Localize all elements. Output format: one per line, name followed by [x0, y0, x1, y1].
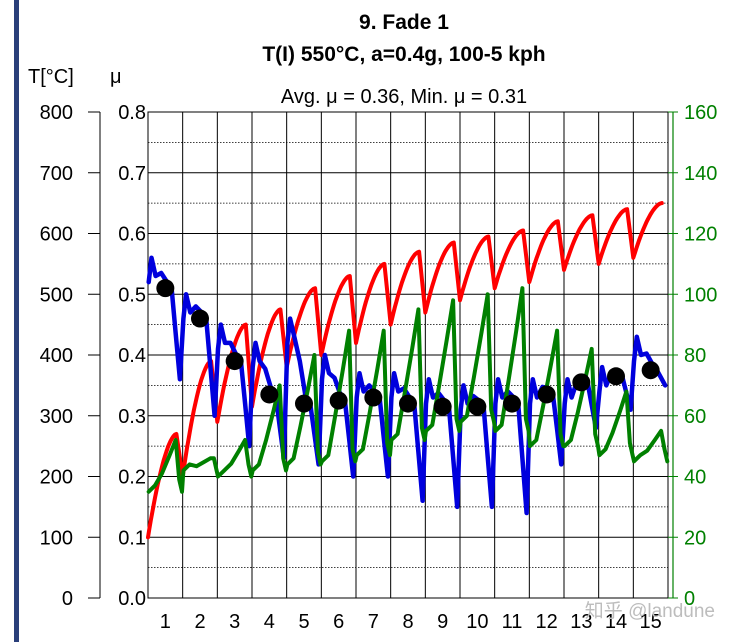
avg-mu-marker [364, 388, 383, 407]
x-tick-label: 4 [264, 611, 275, 633]
right-tick-label: 60 [684, 406, 706, 428]
temperature-tick-label: 800 [40, 102, 73, 124]
temperature-tick-label: 400 [40, 345, 73, 367]
mu-tick-label: 0.3 [118, 406, 146, 428]
right-tick-label: 160 [684, 102, 717, 124]
temperature-tick-label: 500 [40, 284, 73, 306]
x-tick-label: 8 [402, 611, 413, 633]
x-tick-label: 14 [605, 611, 627, 633]
x-tick-label: 12 [536, 611, 558, 633]
temperature-tick-label: 600 [40, 224, 73, 246]
temperature-tick-label: 0 [62, 588, 73, 610]
mu-tick-label: 0.6 [118, 224, 146, 246]
temperature-tick-label: 300 [40, 406, 73, 428]
avg-mu-marker [641, 361, 660, 380]
chart-subtitle: T(I) 550°C, a=0.4g, 100-5 kph [262, 43, 545, 66]
series [146, 201, 670, 540]
left-border-bar [14, 0, 19, 642]
temperature-tick-label: 200 [40, 467, 73, 489]
x-tick-label: 10 [466, 611, 488, 633]
mu-tick-label: 0.0 [118, 588, 146, 610]
temperature-series-line [146, 201, 664, 540]
avg-min-annotation: Avg. μ = 0.36, Min. μ = 0.31 [281, 86, 527, 108]
x-tick-label: 13 [570, 611, 592, 633]
avg-mu-marker [468, 397, 487, 416]
right-tick-label: 140 [684, 163, 717, 185]
mu-tick-label: 0.5 [118, 284, 146, 306]
mu-tick-label: 0.7 [118, 163, 146, 185]
avg-mu-marker [225, 352, 244, 371]
x-tick-label: 5 [298, 611, 309, 633]
temperature-tick-label: 100 [40, 527, 73, 549]
right-tick-label: 40 [684, 467, 706, 489]
x-tick-label: 15 [640, 611, 662, 633]
avg-mu-marker [503, 394, 521, 413]
x-tick-label: 1 [160, 611, 171, 633]
avg-mu-marker [433, 397, 452, 416]
avg-mu-marker [295, 394, 313, 413]
right-tick-label: 0 [684, 588, 695, 610]
avg-mu-marker [607, 367, 625, 386]
x-tick-label: 11 [502, 611, 523, 633]
right-tick-label: 80 [684, 345, 706, 367]
mu-tick-label: 0.1 [118, 527, 146, 549]
mu-tick-label: 0.2 [118, 467, 146, 489]
avg-mu-marker [260, 385, 279, 404]
right-tick-label: 20 [684, 527, 706, 549]
x-tick-label: 7 [368, 611, 379, 633]
right-tick-label: 100 [684, 284, 717, 306]
right-tick-label: 120 [684, 224, 717, 246]
avg-mu-markers [156, 279, 660, 416]
x-tick-label: 2 [194, 611, 205, 633]
avg-mu-marker [191, 309, 209, 328]
avg-mu-marker [537, 385, 556, 404]
mu-tick-label: 0.8 [118, 102, 146, 124]
avg-mu-marker [329, 391, 348, 410]
mu-tick-label: 0.4 [118, 345, 146, 367]
mu-axis-label: μ [110, 66, 122, 88]
x-tick-label: 6 [333, 611, 344, 633]
x-tick-label: 3 [229, 611, 240, 633]
avg-mu-marker [572, 373, 591, 392]
avg-mu-marker [399, 394, 417, 413]
chart-title: 9. Fade 1 [359, 11, 449, 34]
temperature-axis-label: T[°C] [28, 66, 74, 88]
temperature-tick-label: 700 [40, 163, 73, 185]
watermark: 知乎 @landune [585, 600, 715, 622]
avg-mu-marker [156, 279, 175, 298]
x-tick-label: 9 [437, 611, 448, 633]
